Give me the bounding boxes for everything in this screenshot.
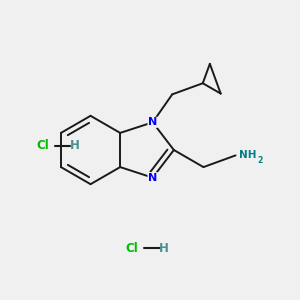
Text: Cl: Cl	[37, 139, 50, 152]
Text: H: H	[70, 139, 80, 152]
Text: NH: NH	[239, 150, 256, 161]
Text: H: H	[159, 242, 169, 255]
Text: N: N	[148, 173, 157, 183]
Text: N: N	[148, 117, 157, 127]
Text: Cl: Cl	[126, 242, 139, 255]
Text: 2: 2	[258, 156, 263, 165]
